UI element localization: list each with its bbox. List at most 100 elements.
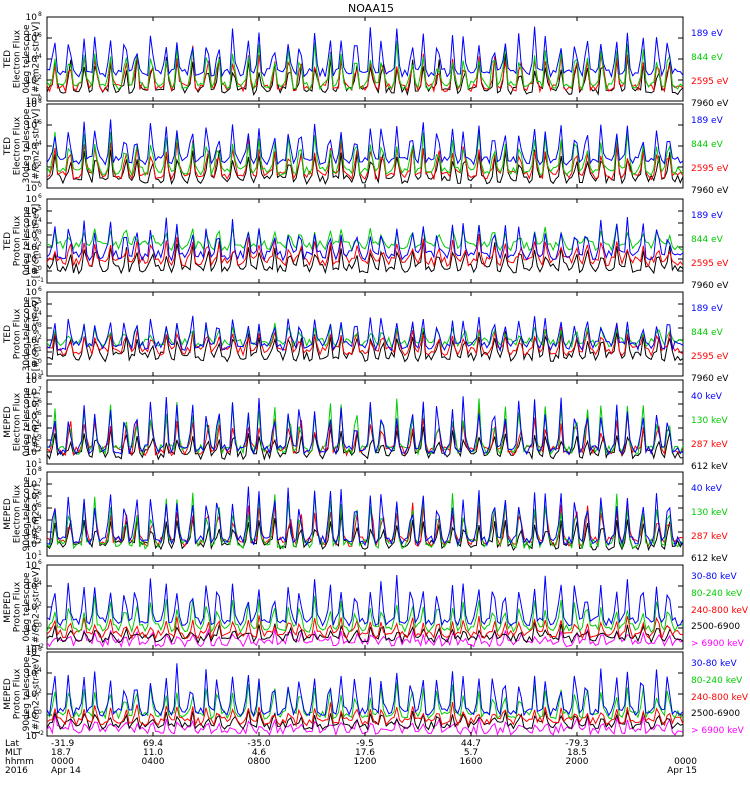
y-tick-label: 10 <box>26 360 38 370</box>
legend-entry: 844 eV <box>691 140 724 150</box>
y-axis-label-line: TED <box>3 325 13 344</box>
y-axis-label: TEDElectron Flux0deg telescope[#/cm2-s-s… <box>3 22 42 97</box>
legend-entry: 80-240 keV <box>691 589 743 599</box>
series-line <box>46 622 684 644</box>
y-tick-exponent: 5 <box>38 502 42 509</box>
series-line <box>46 217 684 262</box>
x-tick-label: 1200 <box>354 757 377 767</box>
y-tick-label: 10 <box>26 279 38 289</box>
y-axis-label-line: [#/cm2-s-str-keV] <box>32 654 42 733</box>
series-line <box>46 615 684 641</box>
y-tick-exponent: 2 <box>38 334 42 341</box>
y-tick-label: 10 <box>26 480 38 490</box>
series-line <box>46 682 684 721</box>
y-axis-label-line: Electron Flux <box>13 484 23 543</box>
y-tick-label: 10 <box>26 424 38 434</box>
y-tick-exponent: 3 <box>38 322 42 329</box>
y-tick-exponent: 6 <box>38 286 42 293</box>
y-tick-exponent: 0 <box>38 95 42 102</box>
x-tick-label: 44.7 <box>461 739 481 749</box>
y-tick-exponent: 0 <box>38 622 42 629</box>
x-tick-label: -79.3 <box>565 739 588 749</box>
panel-frame <box>46 198 684 284</box>
series-line <box>46 26 684 79</box>
y-axis-label-line: 0deg telescope <box>22 24 32 94</box>
x-tick-label: -31.9 <box>51 739 75 749</box>
y-tick-label: 10 <box>26 436 38 446</box>
y-tick-label: 10 <box>26 231 38 241</box>
y-tick-exponent: 7 <box>38 386 42 393</box>
y-tick-label: 10 <box>26 100 38 110</box>
figure-title: NOAA15 <box>348 2 394 15</box>
y-tick-exponent: 5 <box>38 410 42 417</box>
y-axis-label-line: [#/cm2-s-str-keV] <box>32 567 42 646</box>
y-tick-label: 10 <box>26 504 38 514</box>
series-line <box>46 398 684 456</box>
y-tick-label: 10 <box>26 412 38 422</box>
y-axis-label-line: Proton Flux <box>13 668 23 719</box>
y-tick-label: 10 <box>26 645 38 655</box>
y-axis-label-line: Proton Flux <box>13 215 23 266</box>
y-tick-label: 10 <box>26 55 38 65</box>
y-tick-label: 10 <box>26 448 38 458</box>
y-axis-label-line: Electron Flux <box>13 29 23 88</box>
y-tick-label: 10 <box>26 669 38 679</box>
y-axis-label-line: TED <box>3 137 13 156</box>
y-tick-exponent: 6 <box>38 490 42 497</box>
y-tick-exponent: 8 <box>38 11 42 18</box>
x-tick-label: 18.7 <box>51 748 71 758</box>
series-line <box>46 323 684 349</box>
x-tick-label: 1600 <box>460 757 483 767</box>
series-line <box>46 315 684 353</box>
series-line <box>46 426 684 461</box>
y-tick-exponent: 8 <box>38 98 42 105</box>
y-axis-label-line: 0deg telescope <box>22 572 32 642</box>
x-tick-label: -35.0 <box>247 739 271 749</box>
y-tick-exponent: 6 <box>38 32 42 39</box>
y-tick-label: 10 <box>26 97 38 107</box>
x-tick-label: 0000 <box>51 757 74 767</box>
y-tick-exponent: 2 <box>38 241 42 248</box>
y-tick-label: 10 <box>26 690 38 700</box>
panel-frame <box>46 564 684 650</box>
y-axis-label-line: Proton Flux <box>13 581 23 632</box>
y-tick-exponent: 4 <box>38 422 42 429</box>
series-line <box>46 330 684 363</box>
legend-entry: 7960 eV <box>691 374 729 384</box>
y-axis-label: MEPEDElectron Flux0deg telescope[#/cm2-s… <box>3 387 42 457</box>
y-tick-exponent: 4 <box>38 667 42 674</box>
y-tick-exponent: 6 <box>38 646 42 653</box>
legend-entry: 130 keV <box>691 416 728 426</box>
y-tick-label: 10 <box>26 372 38 382</box>
legend-entry: 287 keV <box>691 532 728 542</box>
y-tick-label: 10 <box>26 460 38 470</box>
y-tick-exponent: 8 <box>38 374 42 381</box>
y-tick-exponent: 2 <box>38 446 42 453</box>
y-axis-label-line: Proton Flux <box>13 308 23 359</box>
legend-entry: 189 eV <box>691 29 724 39</box>
legend-entry: 844 eV <box>691 53 724 63</box>
x-tick-label: 2000 <box>566 757 589 767</box>
y-tick-exponent: 6 <box>38 398 42 405</box>
y-axis-label-line: [#/cm2-s-str] <box>32 392 42 452</box>
y-tick-label: 10 <box>26 219 38 229</box>
y-tick-label: 10 <box>26 163 38 173</box>
y-tick-label: 10 <box>26 376 38 386</box>
y-tick-exponent: 2 <box>38 601 42 608</box>
legend-entry: 7960 eV <box>691 281 729 291</box>
y-axis-label: MEPEDProton Flux90deg telescope[#/cm2-s-… <box>3 654 42 733</box>
y-tick-exponent: 2 <box>38 74 42 81</box>
y-tick-exponent: 3 <box>38 526 42 533</box>
y-axis-label-line: TED <box>3 50 13 69</box>
legend-entry: 30-80 keV <box>691 572 737 582</box>
x-tick-label: Apr 14 <box>51 766 81 776</box>
y-axis-label-line: 90deg telescope <box>22 476 32 551</box>
x-row-label: 2016 <box>5 766 28 776</box>
x-tick-label: 11.0 <box>143 748 163 758</box>
